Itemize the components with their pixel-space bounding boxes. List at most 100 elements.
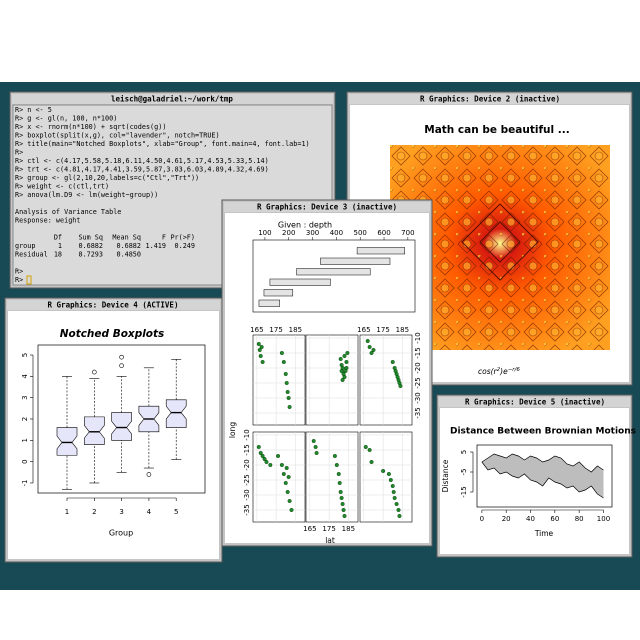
plot-box	[476, 444, 613, 508]
point	[262, 457, 267, 462]
point	[256, 342, 261, 347]
point	[283, 372, 288, 377]
point	[396, 508, 401, 513]
plot-title: Math can be beautiful ...	[424, 124, 570, 136]
x-tick-label: 60	[550, 515, 559, 523]
point	[286, 475, 291, 480]
x-tick-label: 5	[174, 508, 178, 516]
given-label: Given : depth	[278, 221, 332, 230]
title-bar[interactable]	[7, 300, 220, 310]
point	[264, 460, 269, 465]
point	[369, 460, 374, 465]
point	[260, 360, 265, 365]
y-tick-label: 5	[460, 450, 468, 454]
point	[340, 502, 345, 507]
y-tick-label: 4	[21, 374, 29, 379]
point	[279, 351, 284, 356]
table-header: F	[162, 234, 166, 242]
given-tick-label: 600	[377, 229, 390, 237]
point	[276, 454, 281, 459]
table-header: Mean Sq	[112, 234, 141, 242]
given-tick-label: 500	[354, 229, 367, 237]
given-tick-label: 300	[306, 229, 319, 237]
x-axis-label: lat	[325, 536, 335, 545]
point	[392, 496, 397, 501]
x-tick-label: 0	[480, 515, 484, 523]
prompt: R>	[15, 268, 23, 276]
point	[257, 348, 262, 353]
point	[398, 384, 403, 389]
point	[286, 396, 291, 401]
point	[338, 490, 343, 495]
y-tick-label: -30	[243, 489, 251, 500]
point	[365, 339, 370, 344]
given-interval	[320, 257, 391, 265]
given-interval	[296, 268, 371, 276]
plot-box	[37, 344, 206, 494]
y-tick-label: -15	[243, 444, 251, 455]
image-contour	[461, 203, 539, 281]
point	[285, 490, 290, 495]
point	[289, 508, 294, 513]
series-line	[481, 453, 604, 473]
y-tick-label: -35	[243, 504, 251, 515]
terminal-window: leisch@galadriel:~/work/tmp R> n <- 5R> …	[9, 91, 336, 289]
title-bar[interactable]	[12, 94, 333, 104]
point	[339, 369, 344, 374]
y-tick-label: -25	[414, 377, 422, 388]
y-tick-label: 5	[21, 353, 29, 357]
terminal-line: R> title(main="Notched Boxplots", xlab="…	[15, 140, 310, 148]
panel	[305, 334, 359, 426]
given-interval	[356, 247, 406, 255]
point	[281, 472, 286, 477]
point	[342, 354, 347, 359]
y-tick-label: 1	[21, 438, 29, 442]
point	[367, 345, 372, 350]
x-tick-label: 185	[289, 326, 302, 334]
terminal-line: R> x <- rnorm(n*100) + sqrt(codes(g))	[15, 123, 166, 131]
box	[165, 399, 187, 428]
terminal-line: R> g <- gl(n, 100, n*100)	[15, 115, 117, 123]
given-tick-label: 100	[258, 229, 271, 237]
x-tick-label: 175	[269, 326, 282, 334]
point	[342, 375, 347, 380]
panel	[359, 334, 413, 426]
given-interval	[269, 278, 331, 286]
point	[381, 469, 386, 474]
series-line	[481, 461, 604, 499]
table-cell: 8.7293	[78, 251, 103, 259]
terminal-line: Response: weight	[15, 217, 80, 225]
plot-title: Distance Between Brownian Motions	[450, 427, 636, 437]
x-tick-label: 80	[575, 515, 584, 523]
terminal-line: R> boxplot(split(x,g), col="lavender", n…	[15, 132, 220, 140]
cursor	[26, 275, 32, 285]
title-bar[interactable]	[349, 94, 630, 104]
terminal-line: R> group <- gl(2,10,20,labels=c("Ctl","T…	[15, 174, 199, 182]
panel	[359, 431, 413, 523]
title-bar[interactable]	[439, 397, 630, 407]
x-axis-label: Time	[534, 529, 554, 538]
panel	[305, 431, 359, 523]
terminal-line: R> ctl <- c(4.17,5.58,5.18,6.11,4.50,4.6…	[15, 157, 269, 165]
y-tick-label: 3	[21, 395, 29, 399]
point	[334, 463, 339, 468]
table-cell: 18	[54, 251, 62, 259]
window-title: R Graphics: Device 3 (inactive)	[257, 203, 397, 212]
table-cell: 1	[58, 242, 62, 250]
x-tick-label: 165	[357, 326, 370, 334]
title-bar[interactable]	[224, 202, 430, 212]
terminal-line: R> weight <- c(ctl,trt)	[15, 183, 109, 191]
point	[386, 472, 391, 477]
point	[341, 508, 346, 513]
x-axis-label: Group	[109, 529, 133, 538]
table-header: Sum Sq	[78, 234, 103, 242]
y-axis-label: Distance	[441, 459, 450, 492]
x-tick-label: 175	[322, 525, 335, 533]
y-tick-label: -20	[414, 362, 422, 373]
device-4-window: R Graphics: Device 4 (ACTIVE) Notched Bo…	[4, 297, 223, 563]
point	[268, 463, 273, 468]
point	[259, 345, 264, 350]
x-tick-label: 2	[92, 508, 96, 516]
